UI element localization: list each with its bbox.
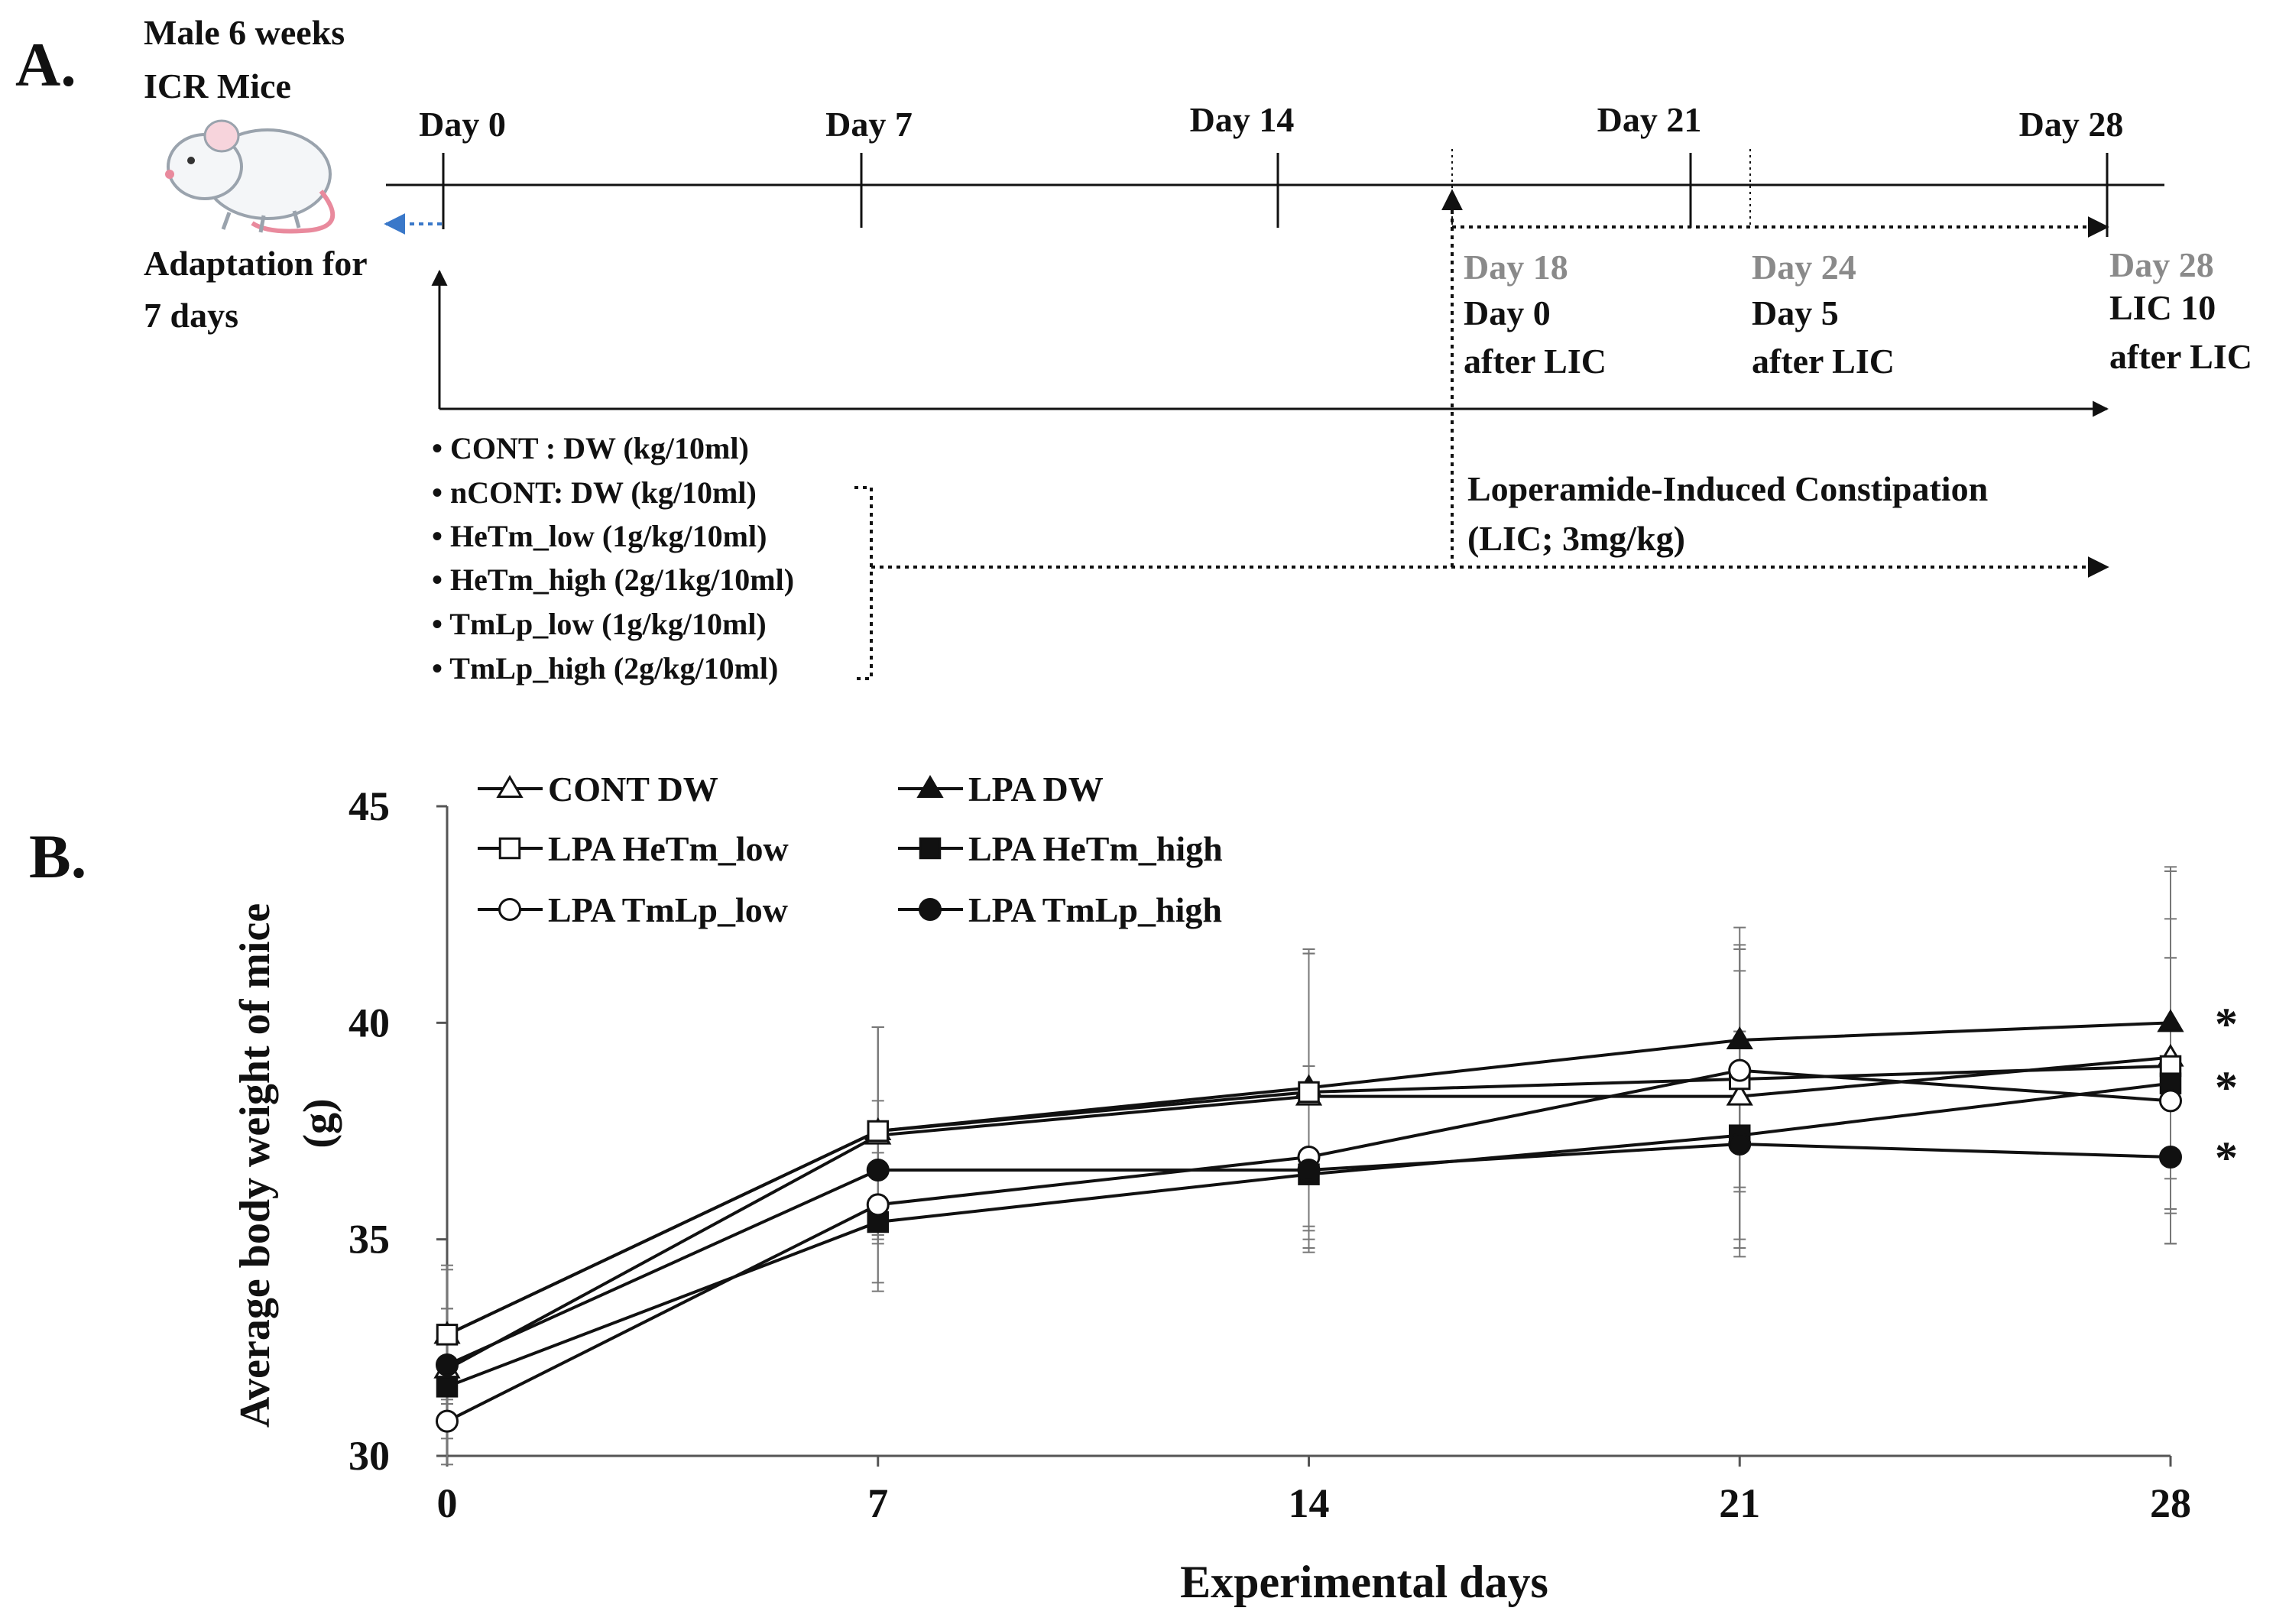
lic-note-line: Day 0 bbox=[1464, 293, 1551, 332]
x-tick-label: 0 bbox=[437, 1480, 458, 1526]
data-point-marker bbox=[1728, 1058, 1752, 1082]
group-bracket bbox=[854, 486, 873, 680]
panel-a-timeline: A. Male 6 weeks ICR Mice Adaptation for … bbox=[15, 13, 2252, 686]
series-markers-5 bbox=[436, 1133, 2182, 1376]
data-point-marker bbox=[436, 1409, 459, 1433]
group-list-item: • TmLp_low (1g/kg/10ml) bbox=[432, 607, 767, 641]
lic-text-line-1: Loperamide-Induced Constipation bbox=[1467, 469, 1988, 508]
lic-text-line-2: (LIC; 3mg/kg) bbox=[1467, 519, 1685, 558]
data-point-marker bbox=[866, 1193, 890, 1217]
data-point-marker bbox=[436, 1376, 459, 1398]
data-point-marker bbox=[867, 1120, 889, 1143]
x-tick-label: 7 bbox=[867, 1480, 888, 1526]
significance-mark: * bbox=[2215, 999, 2238, 1049]
data-point-marker bbox=[436, 1353, 459, 1376]
panel-b-label: B. bbox=[29, 822, 86, 891]
data-point-marker bbox=[1728, 1133, 1752, 1156]
mouse-illustration-icon bbox=[165, 119, 336, 234]
data-point-marker bbox=[1297, 1159, 1321, 1182]
data-point-marker bbox=[919, 837, 942, 860]
y-tick-label: 40 bbox=[349, 1000, 390, 1045]
legend-label: LPA HeTm_high bbox=[968, 829, 1223, 868]
y-tick-label: 30 bbox=[349, 1433, 390, 1479]
legend-entry: LPA TmLp_high bbox=[898, 890, 1222, 929]
chart-legend: CONT DW LPA DW LPA HeTm_low LPA HeTm_high LP… bbox=[478, 770, 1223, 929]
y-tick-label: 35 bbox=[349, 1217, 390, 1263]
mouse-header-line-1: Male 6 weeks bbox=[144, 13, 345, 52]
legend-label: LPA DW bbox=[968, 770, 1104, 809]
data-point-marker bbox=[496, 775, 524, 798]
group-list-item: • nCONT: DW (kg/10ml) bbox=[432, 475, 757, 510]
x-axis-label: Experimental days bbox=[1180, 1557, 1548, 1607]
adaptation-line-1: Adaptation for bbox=[144, 244, 368, 283]
group-list-item: • HeTm_high (2g/1kg/10ml) bbox=[432, 562, 794, 597]
data-point-marker bbox=[2159, 1089, 2182, 1113]
lic-note-line: after LIC bbox=[2109, 337, 2252, 376]
chart-series bbox=[433, 866, 2184, 1466]
y-tick-label: 45 bbox=[349, 783, 390, 829]
x-tick-label: 21 bbox=[1719, 1480, 1760, 1526]
lic-note-line: Day 5 bbox=[1752, 293, 1839, 332]
lic-note-line: after LIC bbox=[1464, 342, 1607, 381]
group-list-item: • HeTm_low (1g/kg/10ml) bbox=[432, 519, 767, 553]
group-list-item: • CONT : DW (kg/10ml) bbox=[432, 431, 749, 465]
data-point-marker bbox=[867, 1211, 889, 1233]
day-tick-label: Day 7 bbox=[825, 105, 913, 144]
lic-day-label: Day 18 bbox=[1464, 248, 1568, 287]
significance-mark: * bbox=[2215, 1062, 2238, 1113]
legend-label: LPA TmLp_low bbox=[548, 890, 788, 929]
legend-label: CONT DW bbox=[548, 770, 718, 809]
day-tick-label: Day 14 bbox=[1190, 100, 1295, 139]
day-tick-label: Day 21 bbox=[1597, 100, 1702, 139]
data-point-marker bbox=[1298, 1081, 1320, 1104]
legend-label: LPA TmLp_high bbox=[968, 890, 1222, 929]
lic-note-line: after LIC bbox=[1752, 342, 1895, 381]
y-axis-label-line-2: (g) bbox=[295, 1098, 342, 1148]
data-point-marker bbox=[498, 837, 521, 860]
panel-a-label: A. bbox=[15, 30, 76, 99]
significance-mark: * bbox=[2215, 1133, 2238, 1183]
group-list-item: • TmLp_high (2g/kg/10ml) bbox=[432, 651, 778, 686]
legend-entry: LPA HeTm_low bbox=[478, 829, 789, 868]
data-point-marker bbox=[2159, 1072, 2182, 1094]
legend-entry: LPA TmLp_low bbox=[478, 890, 788, 929]
series-markers-4 bbox=[436, 1058, 2182, 1433]
data-point-marker bbox=[866, 1159, 890, 1182]
day-tick-label: Day 0 bbox=[419, 105, 506, 144]
y-axis-label-line-1: Average body weight of mice bbox=[232, 903, 279, 1428]
data-point-marker bbox=[2159, 1146, 2182, 1169]
adaptation-line-2: 7 days bbox=[144, 296, 238, 335]
x-tick-label: 14 bbox=[1289, 1480, 1330, 1526]
x-tick-label: 28 bbox=[2150, 1480, 2191, 1526]
legend-label: LPA HeTm_low bbox=[548, 829, 789, 868]
data-point-marker bbox=[498, 898, 521, 921]
legend-entry: CONT DW bbox=[478, 770, 718, 809]
data-point-marker bbox=[919, 898, 942, 921]
data-point-marker bbox=[916, 775, 944, 798]
lic-note-line: LIC 10 bbox=[2109, 288, 2216, 327]
legend-entry: LPA DW bbox=[898, 770, 1104, 809]
data-point-marker bbox=[1726, 1082, 1753, 1106]
data-point-marker bbox=[436, 1324, 459, 1346]
data-point-marker bbox=[2157, 1009, 2184, 1032]
day-tick-label: Day 28 bbox=[2019, 105, 2124, 144]
panel-b-chart: B. Average body weight of mice (g) Exper… bbox=[29, 770, 2238, 1607]
mouse-header-line-2: ICR Mice bbox=[144, 66, 291, 105]
legend-entry: LPA HeTm_high bbox=[898, 829, 1223, 868]
lic-day-label: Day 24 bbox=[1752, 248, 1856, 287]
lic-day-label: Day 28 bbox=[2109, 245, 2214, 284]
data-point-marker bbox=[1726, 1026, 1753, 1049]
